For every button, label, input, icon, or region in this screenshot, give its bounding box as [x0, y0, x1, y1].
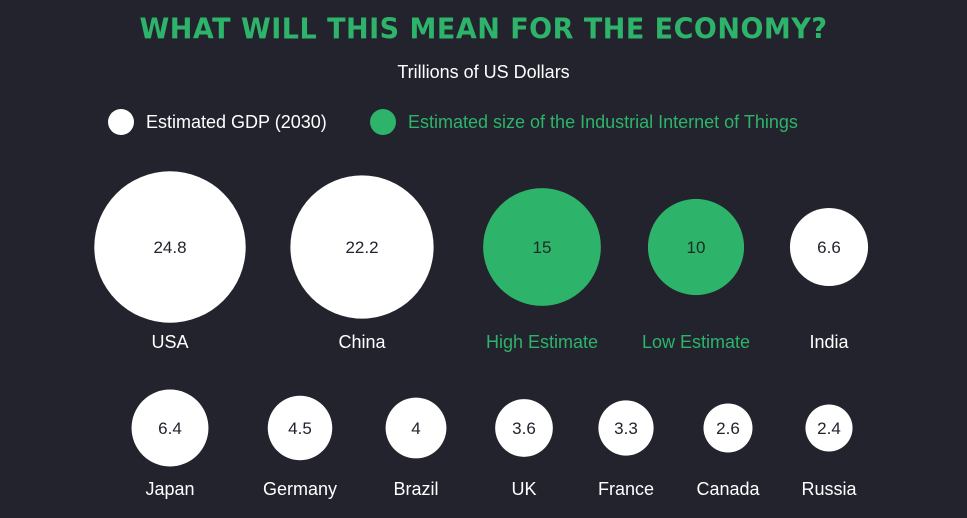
bubble-label-brazil: Brazil — [393, 479, 438, 499]
bubble-label-japan: Japan — [145, 479, 194, 499]
bubble-label-canada: Canada — [696, 479, 760, 499]
legend-label-gdp: Estimated GDP (2030) — [146, 111, 327, 132]
bubble-canada — [703, 403, 753, 453]
bubble-label-low-estimate: Low Estimate — [642, 332, 750, 352]
bubble-label-high-estimate: High Estimate — [486, 332, 598, 352]
bubble-label-china: China — [338, 332, 386, 352]
bubble-label-russia: Russia — [801, 479, 857, 499]
bubble-label-usa: USA — [151, 332, 188, 352]
bubble-japan — [131, 389, 209, 467]
bubble-value-usa: 24.8 — [153, 238, 186, 257]
bubble-high-estimate — [483, 188, 601, 306]
bubble-france — [598, 400, 654, 456]
legend-label-iiot: Estimated size of the Industrial Interne… — [408, 111, 798, 132]
bubble-value-china: 22.2 — [345, 238, 378, 257]
bubble-low-estimate — [647, 198, 745, 296]
bubble-value-brazil: 4 — [411, 419, 420, 438]
bubble-value-japan: 6.4 — [158, 419, 182, 438]
bubble-value-low-estimate: 10 — [687, 238, 706, 257]
bubble-russia — [805, 404, 853, 452]
bubble-brazil — [385, 397, 447, 459]
bubble-usa — [94, 171, 246, 323]
bubble-value-france: 3.3 — [614, 419, 638, 438]
bubble-value-uk: 3.6 — [512, 419, 536, 438]
bubble-value-russia: 2.4 — [817, 419, 841, 438]
bubble-value-germany: 4.5 — [288, 419, 312, 438]
chart-title: WHAT WILL THIS MEAN FOR THE ECONOMY? — [139, 13, 828, 46]
bubble-label-germany: Germany — [263, 479, 337, 499]
bubble-value-india: 6.6 — [817, 238, 841, 257]
bubble-label-india: India — [809, 332, 849, 352]
bubble-value-canada: 2.6 — [716, 419, 740, 438]
bubble-value-high-estimate: 15 — [533, 238, 552, 257]
bubble-india — [789, 207, 869, 287]
bubble-china — [290, 175, 434, 319]
bubble-label-uk: UK — [511, 479, 536, 499]
legend-swatch-iiot — [370, 109, 396, 135]
bubble-label-france: France — [598, 479, 654, 499]
bubble-germany — [267, 395, 333, 461]
chart-subtitle: Trillions of US Dollars — [397, 62, 570, 82]
legend-item-iiot: Estimated size of the Industrial Interne… — [370, 108, 798, 136]
bubble-uk — [495, 399, 553, 457]
legend-item-gdp: Estimated GDP (2030) — [108, 108, 327, 136]
legend-swatch-gdp — [108, 109, 134, 135]
